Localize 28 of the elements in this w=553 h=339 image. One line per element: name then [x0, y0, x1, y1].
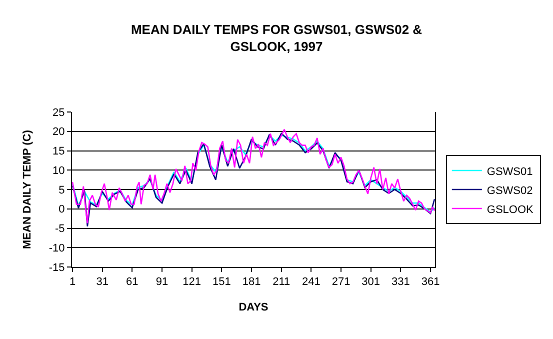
x-tick-label: 211 [272, 276, 290, 288]
x-tick-label: 1 [69, 276, 76, 288]
y-tick-label: -10 [48, 242, 65, 254]
x-tick-label: 241 [302, 276, 320, 288]
legend-label: GSWS02 [486, 184, 533, 197]
y-tick-label: 25 [52, 106, 65, 119]
x-tick-label: 301 [362, 276, 380, 288]
x-tick-label: 31 [96, 276, 108, 288]
x-tick-label: 271 [332, 276, 350, 288]
y-tick-label: 15 [52, 146, 65, 158]
x-tick-label: 121 [182, 276, 202, 288]
x-axis-title: DAYS [238, 301, 268, 314]
y-tick-label: 20 [52, 126, 65, 138]
chart-title: MEAN DAILY TEMPS FOR GSWS01, GSWS02 & GSLOOK, 1997 [130, 22, 422, 54]
x-tick-label: 151 [212, 276, 231, 288]
x-tick-label: 181 [242, 276, 261, 288]
x-tick-label: 331 [392, 276, 410, 288]
y-tick-label: 5 [58, 184, 65, 196]
x-tick-label: 91 [156, 276, 168, 288]
legend-label: GSWS01 [486, 166, 533, 178]
x-tick-label: 61 [126, 276, 138, 288]
legend-label: GSLOOK [486, 204, 534, 216]
y-axis-title: MEAN DAILY TEMP (C) [22, 130, 34, 249]
y-tick-label: -15 [48, 262, 65, 274]
y-tick-label: 10 [52, 164, 65, 177]
x-tick-label: 361 [421, 276, 440, 288]
y-tick-label: -5 [55, 223, 65, 236]
y-tick-label: 0 [58, 204, 65, 216]
